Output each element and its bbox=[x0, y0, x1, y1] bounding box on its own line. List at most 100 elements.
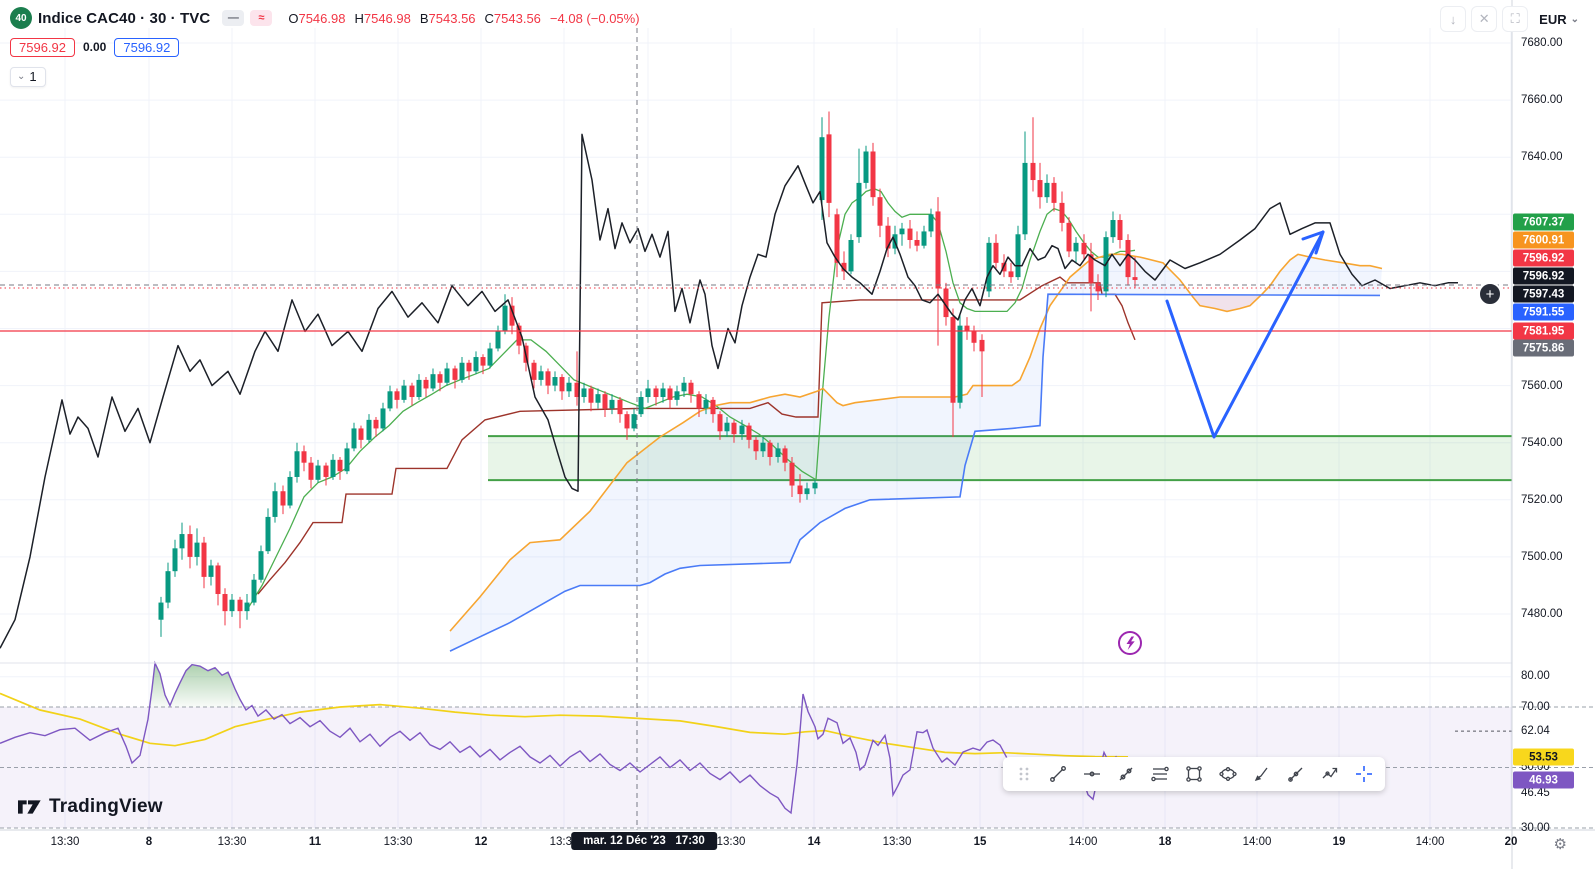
candle bbox=[172, 548, 178, 572]
candle bbox=[1125, 239, 1131, 278]
price-tick: 7520.00 bbox=[1521, 493, 1563, 506]
candle bbox=[416, 379, 422, 398]
tool-horizontal-line-icon[interactable] bbox=[1077, 759, 1107, 789]
candle bbox=[943, 288, 949, 318]
candle bbox=[595, 394, 601, 403]
candle bbox=[351, 428, 357, 449]
tradingview-logo-text: TradingView bbox=[49, 796, 163, 817]
ohlc-values: O7546.98 H7546.98 B7543.56 C7543.56 −4.0… bbox=[288, 11, 639, 26]
add-alert-plus-button[interactable]: + bbox=[1478, 282, 1502, 306]
candle bbox=[1066, 222, 1072, 252]
candle bbox=[848, 239, 854, 272]
symbol-title[interactable]: Indice CAC40 · 30 · TVC bbox=[38, 9, 211, 27]
high-value: 7546.98 bbox=[363, 10, 411, 26]
candle bbox=[638, 397, 644, 415]
candle bbox=[928, 214, 934, 232]
candle bbox=[344, 448, 350, 472]
candle bbox=[566, 382, 572, 392]
candle bbox=[1051, 182, 1057, 203]
tenkan-line bbox=[247, 187, 1136, 609]
tool-brush-icon[interactable] bbox=[1247, 759, 1277, 789]
tool-ellipse-icon[interactable] bbox=[1213, 759, 1243, 789]
minimize-indicator-icon[interactable]: — bbox=[222, 10, 245, 26]
candle bbox=[710, 399, 716, 415]
candle bbox=[502, 305, 508, 332]
rsi-line bbox=[0, 660, 1129, 815]
candle bbox=[775, 448, 781, 457]
candle bbox=[430, 374, 436, 389]
tradingview-logo-icon bbox=[18, 800, 41, 814]
candle bbox=[215, 565, 221, 595]
currency-value: EUR bbox=[1539, 11, 1567, 27]
candle bbox=[574, 382, 580, 398]
price-tick: 7500.00 bbox=[1521, 550, 1563, 563]
price-badge: 7591.55 bbox=[1513, 303, 1574, 321]
sell-price-button[interactable]: 7596.92 bbox=[10, 37, 75, 57]
crosshair-time-label: mar. 12 Déc '23 17:30 bbox=[571, 832, 717, 850]
tool-drag-handle-icon[interactable] bbox=[1009, 759, 1039, 789]
scroll-to-recent-icon[interactable]: ↓ bbox=[1440, 6, 1467, 32]
high-label: H bbox=[354, 10, 364, 26]
indicator-badge: 53.53 bbox=[1513, 748, 1574, 766]
indicator-tick: 30.00 bbox=[1521, 822, 1550, 834]
candle bbox=[531, 362, 537, 380]
spread-value: 0.00 bbox=[83, 40, 107, 54]
candle bbox=[819, 137, 825, 201]
tool-trend-line-icon[interactable] bbox=[1043, 759, 1073, 789]
buy-price-button[interactable]: 7596.92 bbox=[114, 37, 180, 57]
currency-selector[interactable]: EUR ⌄ bbox=[1533, 10, 1585, 29]
candle bbox=[452, 368, 458, 380]
price-badge: 7607.37 bbox=[1513, 213, 1574, 231]
candle bbox=[222, 594, 228, 612]
candle bbox=[358, 428, 364, 440]
candle bbox=[387, 391, 393, 409]
candle bbox=[380, 408, 386, 429]
candle bbox=[509, 305, 515, 326]
candle bbox=[251, 579, 257, 603]
tool-rectangle-icon[interactable] bbox=[1179, 759, 1209, 789]
time-label: 15 bbox=[973, 836, 987, 848]
price-tick: 7660.00 bbox=[1521, 94, 1563, 107]
candle bbox=[237, 599, 243, 612]
candle bbox=[703, 399, 709, 409]
candle bbox=[681, 382, 687, 392]
price-badge: 7575.86 bbox=[1513, 339, 1574, 357]
candle bbox=[899, 228, 905, 235]
candle bbox=[459, 362, 465, 380]
boost-lightning-icon[interactable] bbox=[1116, 629, 1144, 657]
candle bbox=[746, 425, 752, 440]
candle bbox=[287, 476, 293, 506]
candle bbox=[609, 399, 615, 409]
tradingview-logo[interactable]: TradingView bbox=[18, 796, 163, 818]
tool-arrow-marker-icon[interactable] bbox=[1315, 759, 1345, 789]
close-icon[interactable]: ✕ bbox=[1471, 6, 1498, 32]
price-tick: 7540.00 bbox=[1521, 436, 1563, 449]
tool-ray-icon[interactable] bbox=[1281, 759, 1311, 789]
candle bbox=[373, 419, 379, 429]
tool-parallel-lines-icon[interactable] bbox=[1145, 759, 1175, 789]
candle bbox=[487, 348, 493, 366]
time-label: 13:30 bbox=[217, 836, 247, 848]
fullscreen-icon[interactable]: ⛶ bbox=[1502, 6, 1529, 32]
candle bbox=[767, 442, 773, 457]
candle bbox=[473, 357, 479, 372]
candle bbox=[581, 388, 587, 398]
tool-cross-line-icon[interactable] bbox=[1111, 759, 1141, 789]
symbol-logo-badge: 40 bbox=[10, 7, 32, 29]
candle bbox=[696, 394, 702, 409]
tool-crosshair-icon[interactable] bbox=[1349, 759, 1379, 789]
object-tree-counter-button[interactable]: ⌄ 1 bbox=[10, 67, 46, 87]
candle bbox=[653, 388, 659, 398]
rsi-ma-line bbox=[0, 692, 1129, 758]
candle bbox=[1059, 202, 1065, 223]
time-label: 13:30 bbox=[50, 836, 80, 848]
axis-settings-gear-icon[interactable]: ⚙ bbox=[1553, 836, 1567, 853]
candle bbox=[841, 262, 847, 272]
candle bbox=[724, 422, 730, 432]
wave-indicator-icon[interactable]: ≈ bbox=[250, 10, 273, 26]
candle bbox=[495, 331, 501, 349]
symbol-legend: 40 Indice CAC40 · 30 · TVC — ≈ O7546.98 … bbox=[10, 6, 640, 89]
candle bbox=[789, 462, 795, 486]
